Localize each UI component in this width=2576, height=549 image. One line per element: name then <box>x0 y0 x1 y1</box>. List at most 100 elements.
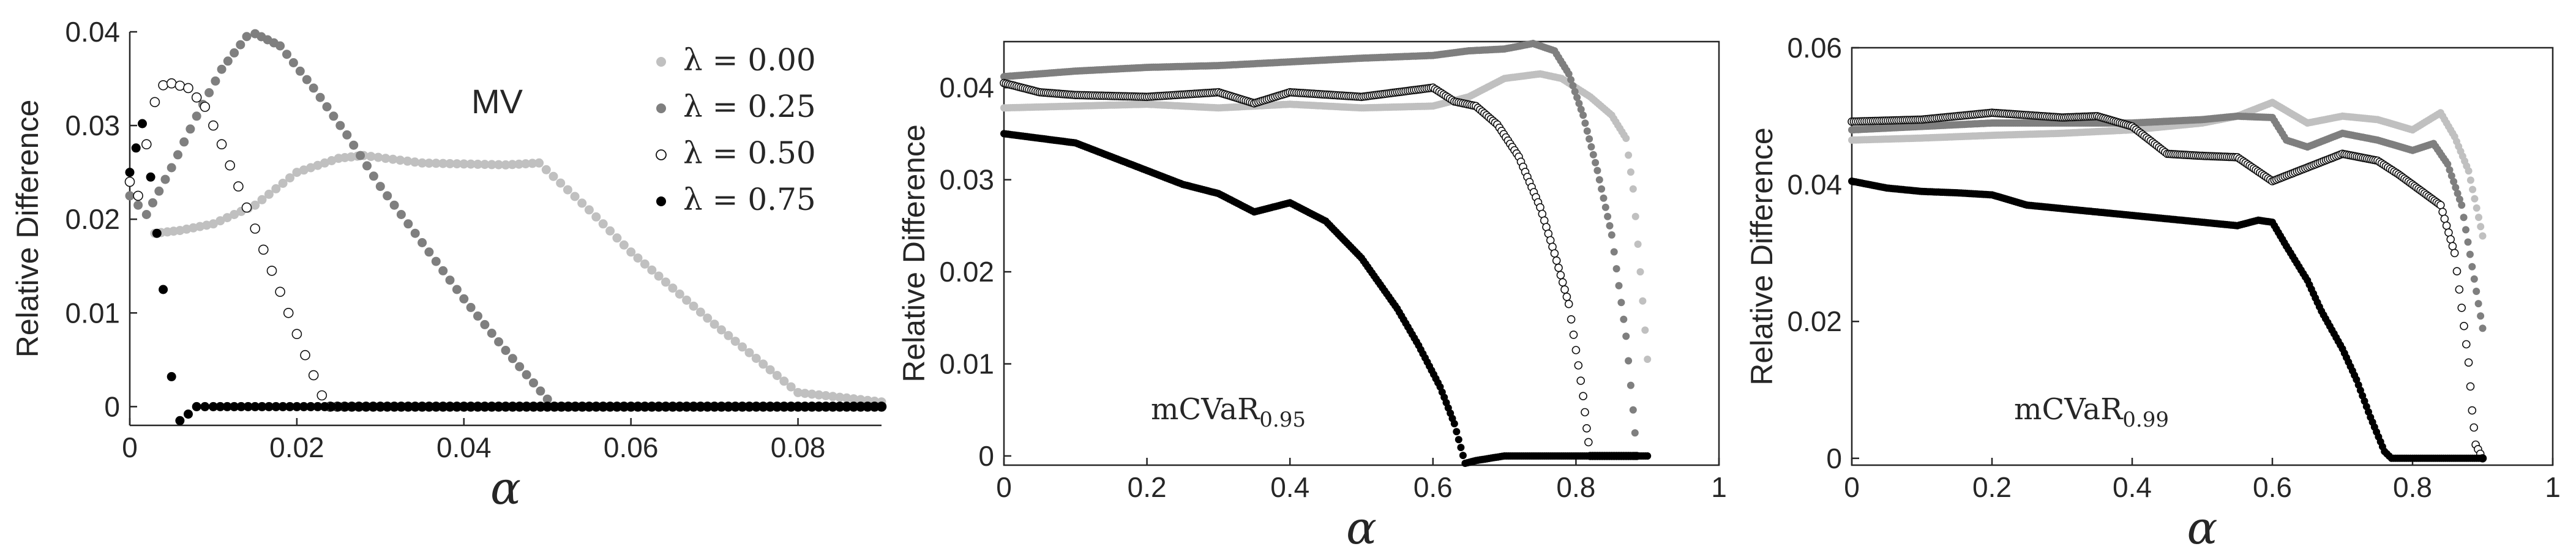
data-point <box>167 163 176 173</box>
x-tick-label: 1 <box>1711 471 1727 503</box>
x-tick-label: 0 <box>122 431 138 463</box>
data-point <box>2438 207 2447 217</box>
legend-marker <box>656 196 666 206</box>
data-point <box>1625 151 1633 159</box>
data-point <box>856 395 866 405</box>
data-point <box>772 401 782 411</box>
data-point <box>431 256 441 266</box>
data-point <box>494 160 504 170</box>
data-point <box>501 346 511 355</box>
data-point <box>2444 160 2452 168</box>
series-0.50 <box>1848 108 2487 463</box>
data-point <box>695 401 705 411</box>
data-point <box>466 401 476 411</box>
data-point <box>1631 212 1639 220</box>
data-point <box>591 401 601 411</box>
data-point <box>1560 285 1569 294</box>
data-point <box>793 401 803 411</box>
data-point <box>175 416 185 425</box>
legend-marker <box>656 103 666 113</box>
data-point <box>772 371 782 380</box>
data-point <box>1550 249 1559 258</box>
data-point <box>1573 94 1581 102</box>
data-point <box>2469 185 2477 193</box>
data-point <box>417 158 427 168</box>
data-point <box>315 92 325 102</box>
data-point <box>459 401 469 411</box>
data-point <box>507 160 517 170</box>
data-point <box>160 174 170 184</box>
data-point <box>389 200 399 210</box>
data-point <box>779 376 789 386</box>
data-point <box>148 198 157 207</box>
series-0.25 <box>1848 112 2487 332</box>
legend-entry: λ = 0.00 <box>683 42 816 78</box>
data-point <box>1579 111 1587 119</box>
data-point <box>1615 282 1623 289</box>
data-point <box>200 401 210 411</box>
data-point <box>299 401 309 411</box>
y-tick-label: 0.04 <box>939 72 994 103</box>
data-point <box>534 158 544 168</box>
data-point <box>334 401 343 411</box>
data-point <box>703 401 713 411</box>
data-point <box>2477 312 2485 320</box>
data-point <box>124 176 135 187</box>
data-point <box>536 386 545 396</box>
axes-box <box>1851 47 2554 466</box>
data-point <box>466 159 476 169</box>
data-point <box>529 401 538 411</box>
data-point <box>349 140 359 150</box>
data-point <box>2460 214 2468 222</box>
legend: λ = 0.00 λ = 0.25 λ = 0.50 λ = 0.75 <box>656 42 816 217</box>
data-point <box>870 401 880 411</box>
data-point <box>2457 304 2466 312</box>
data-point <box>1586 135 1593 143</box>
data-point <box>1622 332 1630 340</box>
data-point <box>285 173 294 183</box>
data-point <box>250 200 260 210</box>
data-point <box>751 354 761 363</box>
data-point <box>612 233 622 243</box>
data-point <box>522 370 531 379</box>
data-point <box>2464 358 2473 367</box>
data-point <box>501 160 511 170</box>
data-point <box>856 401 866 411</box>
data-point <box>717 401 726 411</box>
data-point <box>682 295 692 305</box>
data-point <box>738 342 747 352</box>
data-point <box>1567 315 1576 324</box>
data-point <box>863 401 872 411</box>
data-point <box>640 259 650 269</box>
data-point <box>541 165 551 174</box>
data-point <box>563 185 572 195</box>
x-axis-label: α <box>490 462 521 515</box>
data-point <box>1636 268 1644 276</box>
data-point <box>242 32 252 42</box>
data-point <box>2452 267 2462 276</box>
data-point <box>619 240 629 250</box>
data-point <box>515 401 525 411</box>
data-point <box>125 168 135 177</box>
data-point <box>431 401 441 411</box>
data-point <box>1598 185 1606 193</box>
data-point <box>292 168 302 177</box>
data-point <box>275 41 285 51</box>
data-point <box>403 156 413 166</box>
panel-annotation: MV <box>471 82 523 121</box>
data-point <box>682 401 692 411</box>
data-point <box>131 143 141 153</box>
data-point <box>2473 204 2481 212</box>
data-point <box>403 401 413 411</box>
data-point <box>1641 326 1649 334</box>
y-tick-label: 0 <box>1826 443 1842 474</box>
data-point <box>230 210 239 219</box>
data-point <box>2460 321 2468 331</box>
data-point <box>299 165 309 175</box>
data-point <box>438 159 448 168</box>
data-point <box>1581 119 1589 127</box>
data-point <box>445 159 455 168</box>
data-point <box>424 159 434 168</box>
data-point <box>459 294 469 304</box>
data-point <box>1595 176 1603 184</box>
